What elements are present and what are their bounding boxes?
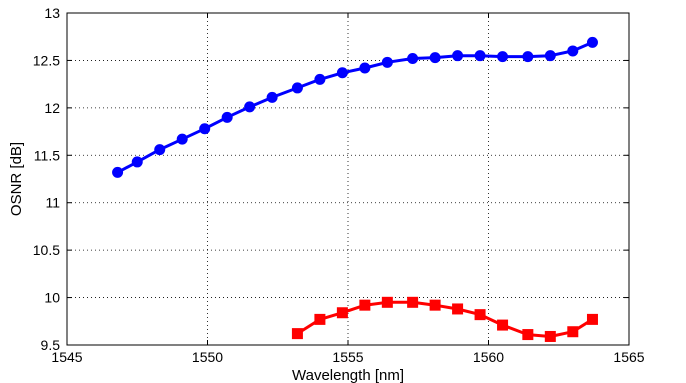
data-point <box>586 313 598 325</box>
x-tick-label: 1565 <box>613 349 644 365</box>
series-line <box>116 41 594 174</box>
data-point <box>544 330 556 342</box>
y-tick-label: 11 <box>45 195 60 211</box>
y-tick-label: 10 <box>44 290 60 306</box>
data-point <box>314 313 326 325</box>
data-point <box>407 296 419 308</box>
grid <box>67 13 629 345</box>
data-point <box>359 62 371 74</box>
data-point <box>522 51 534 63</box>
data-point <box>221 111 233 123</box>
data-point <box>291 82 303 94</box>
data-point <box>567 45 579 57</box>
data-point <box>154 144 166 156</box>
data-point <box>266 91 278 103</box>
data-point <box>567 326 579 338</box>
x-tick-label: 1555 <box>332 349 363 365</box>
data-point <box>314 73 326 85</box>
data-point <box>291 328 303 340</box>
data-point <box>336 67 348 79</box>
x-tick-label: 1550 <box>192 349 223 365</box>
data-point <box>452 50 464 62</box>
data-point <box>336 307 348 319</box>
y-tick-label: 12 <box>44 100 60 116</box>
x-tick-label: 1560 <box>473 349 504 365</box>
data-point <box>474 309 486 321</box>
series-layer <box>112 36 598 342</box>
data-point <box>381 296 393 308</box>
data-point <box>381 56 393 68</box>
data-point <box>131 156 143 168</box>
y-tick-label: 12.5 <box>33 52 60 68</box>
ticks: 1545 1550 1555 1560 1565 9.5 10 10.5 11 11.5 12 12.… <box>33 5 645 365</box>
y-tick-label: 11.5 <box>34 147 60 163</box>
data-point <box>474 50 486 62</box>
data-point <box>176 133 188 145</box>
data-point <box>544 50 556 62</box>
data-point <box>359 299 371 311</box>
data-point <box>429 299 441 311</box>
x-axis-label: Wavelength [nm] <box>292 367 404 383</box>
data-point <box>244 101 256 113</box>
series-1 <box>112 36 598 178</box>
y-tick-label: 13 <box>44 5 60 21</box>
y-tick-label: 9.5 <box>41 337 61 353</box>
plot-frame <box>66 12 630 346</box>
series-2 <box>291 296 598 342</box>
y-axis-label: OSNR [dB] <box>8 142 25 216</box>
data-point <box>452 303 464 315</box>
data-point <box>586 36 598 48</box>
data-point <box>522 329 534 341</box>
data-point <box>497 319 509 331</box>
data-point <box>199 123 211 135</box>
x-tick-label: 1545 <box>51 349 82 365</box>
data-point <box>112 166 124 178</box>
data-point <box>497 51 509 63</box>
y-tick-label: 10.5 <box>33 242 60 258</box>
data-point <box>407 53 419 65</box>
data-point <box>429 52 441 64</box>
